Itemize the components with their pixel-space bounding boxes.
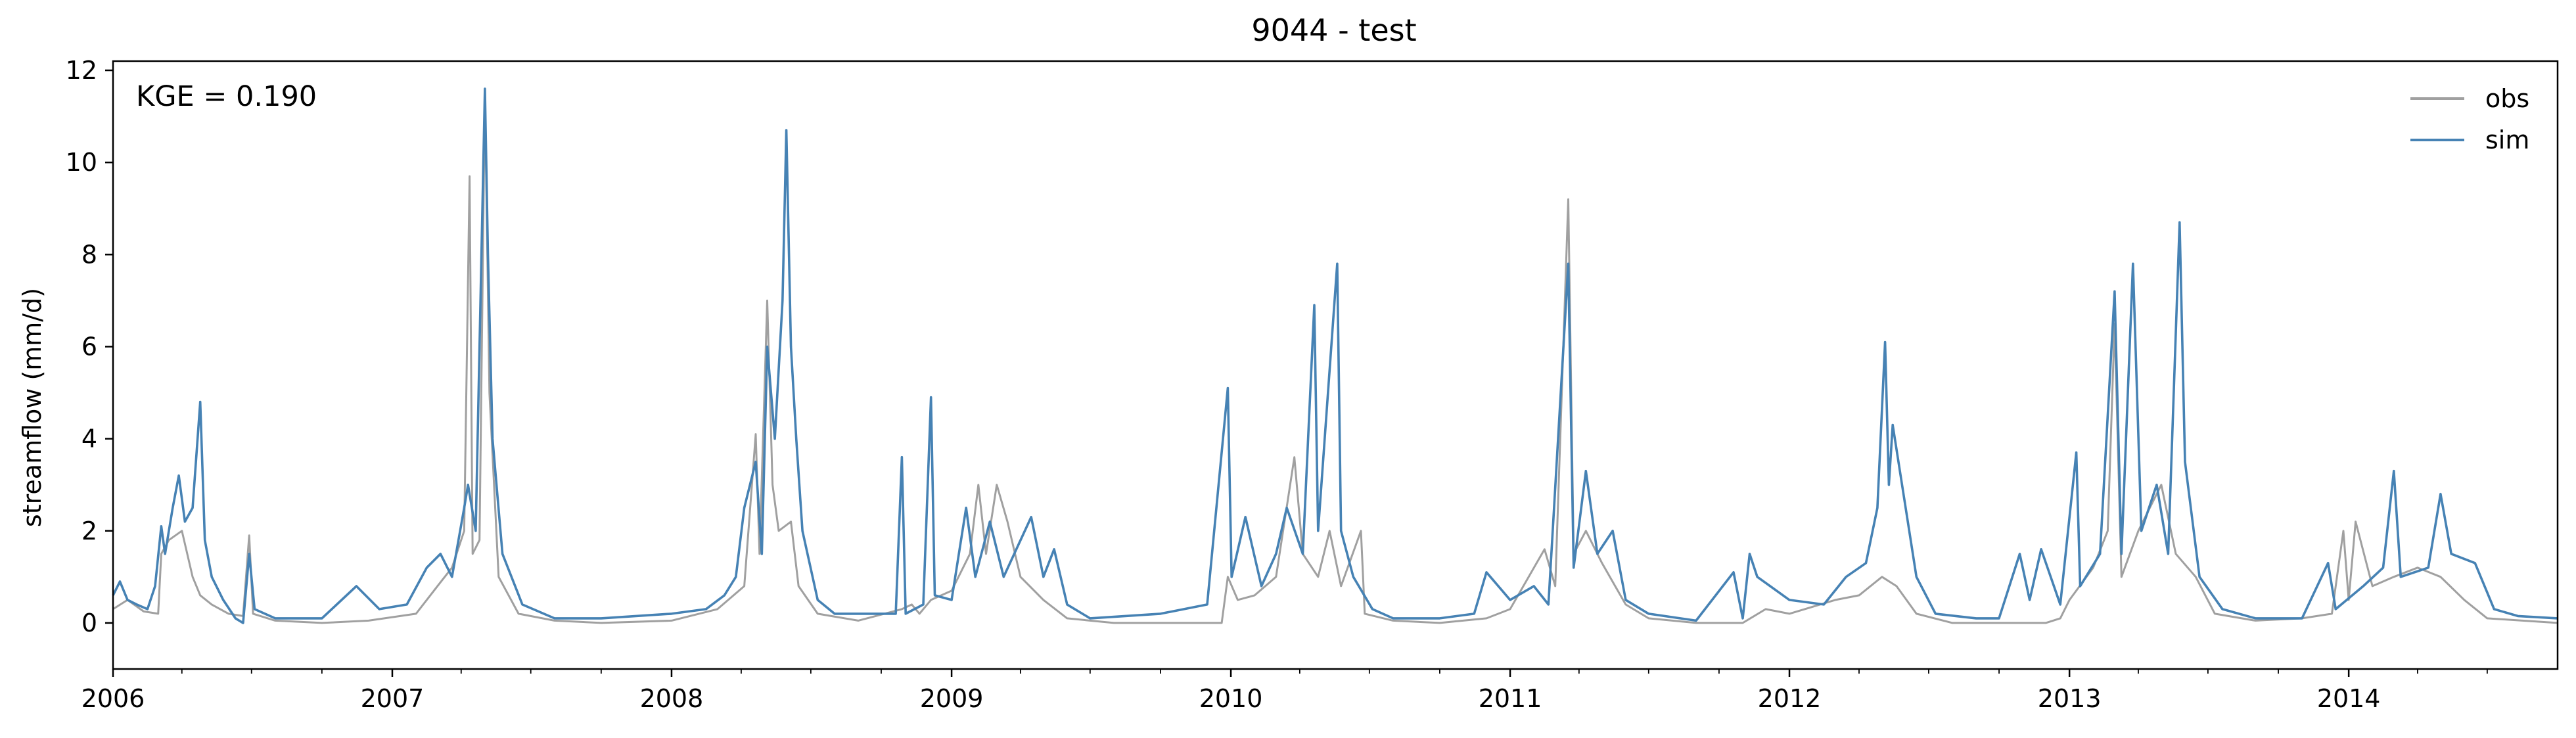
y-tick-label: 2 <box>81 517 97 545</box>
y-axis-label: streamflow (mm/d) <box>18 288 47 527</box>
legend-label-sim: sim <box>2485 126 2529 154</box>
x-tick-label: 2014 <box>2317 684 2381 713</box>
y-tick-label: 0 <box>81 609 97 637</box>
x-tick-label: 2006 <box>81 684 145 713</box>
y-tick-label: 8 <box>81 240 97 269</box>
kge-annotation: KGE = 0.190 <box>136 80 317 113</box>
axis-ticks: 0 2 4 6 8 10 12 2006 2007 2008 2009 2010 2011 2012 201… <box>66 56 2488 713</box>
x-tick-label: 2011 <box>1479 684 1542 713</box>
plot-frame <box>112 60 2559 670</box>
x-tick-label: 2010 <box>1199 684 1263 713</box>
chart-title: 9044 - test <box>1251 12 1416 48</box>
y-tick-label: 12 <box>66 56 97 85</box>
plot-area <box>112 87 2558 624</box>
y-tick-label: 10 <box>66 148 97 177</box>
legend: obs sim <box>2410 84 2529 154</box>
x-tick-label: 2012 <box>1758 684 1822 713</box>
legend-label-obs: obs <box>2485 84 2529 113</box>
y-tick-label: 6 <box>81 332 97 361</box>
y-tick-label: 4 <box>81 425 97 453</box>
x-tick-label: 2009 <box>920 684 984 713</box>
series-line-sim <box>112 87 2558 624</box>
x-tick-label: 2013 <box>2038 684 2102 713</box>
x-tick-label: 2008 <box>640 684 704 713</box>
x-tick-label: 2007 <box>361 684 425 713</box>
